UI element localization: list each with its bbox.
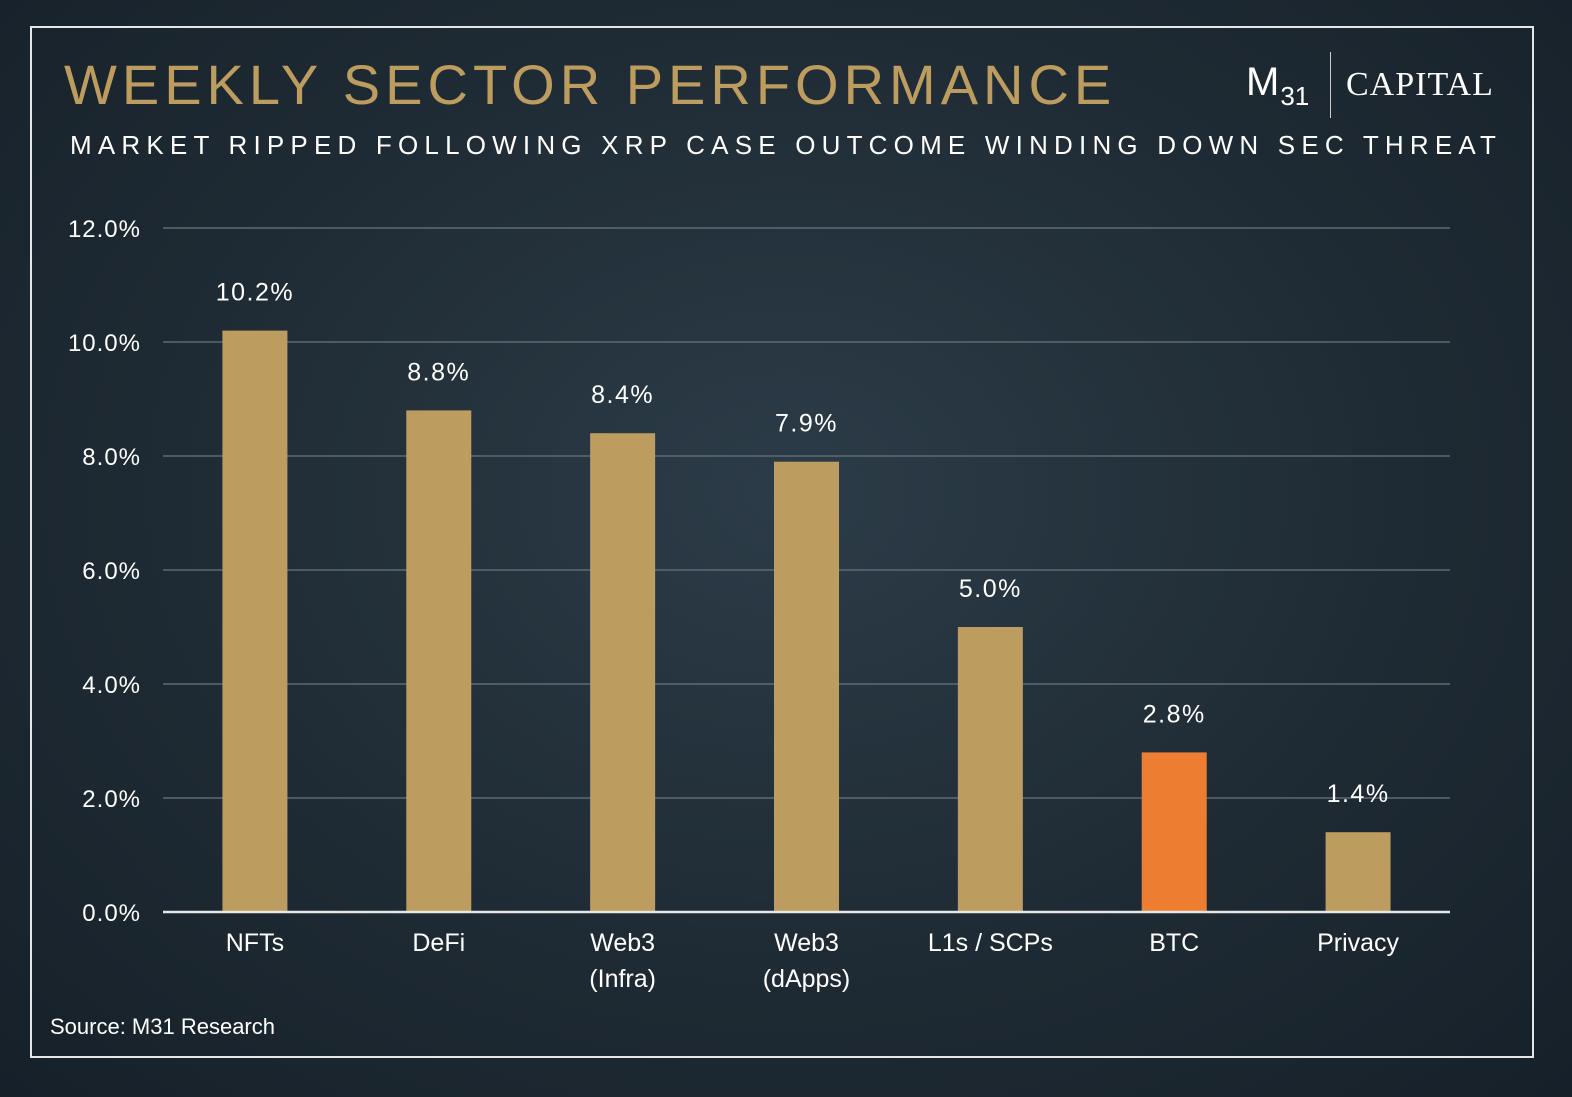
x-category-label: L1s / SCPs (928, 929, 1053, 957)
data-label: 5.0% (959, 575, 1022, 603)
chart-frame (30, 26, 1534, 1058)
x-category-label: (Infra) (589, 965, 656, 993)
logo-wordmark: CAPITAL (1346, 66, 1494, 103)
y-tick-label: 2.0% (82, 786, 141, 813)
x-category-label: Web3 (590, 929, 655, 957)
chart-subtitle: MARKET RIPPED FOLLOWING XRP CASE OUTCOME… (70, 130, 1503, 160)
logo-divider (1330, 52, 1331, 118)
bar (774, 461, 839, 912)
bar (406, 410, 472, 912)
y-tick-label: 12.0% (68, 216, 141, 243)
logo-mark: M31 (1246, 60, 1309, 111)
bar (957, 627, 1023, 912)
bar (1141, 752, 1207, 912)
x-category-label: DeFi (412, 929, 465, 957)
y-tick-label: 8.0% (82, 444, 141, 471)
data-label: 10.2% (216, 279, 294, 307)
x-category-label: (dApps) (763, 965, 851, 993)
y-tick-label: 4.0% (82, 672, 141, 699)
y-tick-label: 0.0% (82, 900, 141, 927)
x-category-label: Privacy (1317, 929, 1399, 957)
x-category-label: BTC (1149, 929, 1199, 957)
data-label: 8.8% (407, 358, 470, 386)
bar (590, 433, 656, 912)
logo-mark-subscript: 31 (1280, 81, 1310, 111)
data-label: 8.4% (591, 381, 654, 409)
x-category-label: NFTs (226, 929, 284, 957)
logo-mark-letter: M (1246, 60, 1280, 104)
data-label: 7.9% (775, 410, 838, 438)
y-tick-label: 6.0% (82, 558, 141, 585)
m31-capital-logo: M31 CAPITAL (1246, 52, 1496, 122)
bar (1325, 832, 1391, 912)
y-tick-label: 10.0% (68, 330, 141, 357)
x-category-label: Web3 (774, 929, 839, 957)
data-label: 1.4% (1327, 780, 1390, 808)
chart-title: WEEKLY SECTOR PERFORMANCE (64, 53, 1117, 116)
bar (222, 330, 288, 913)
data-label: 2.8% (1143, 700, 1206, 728)
source-note: Source: M31 Research (50, 1014, 275, 1039)
